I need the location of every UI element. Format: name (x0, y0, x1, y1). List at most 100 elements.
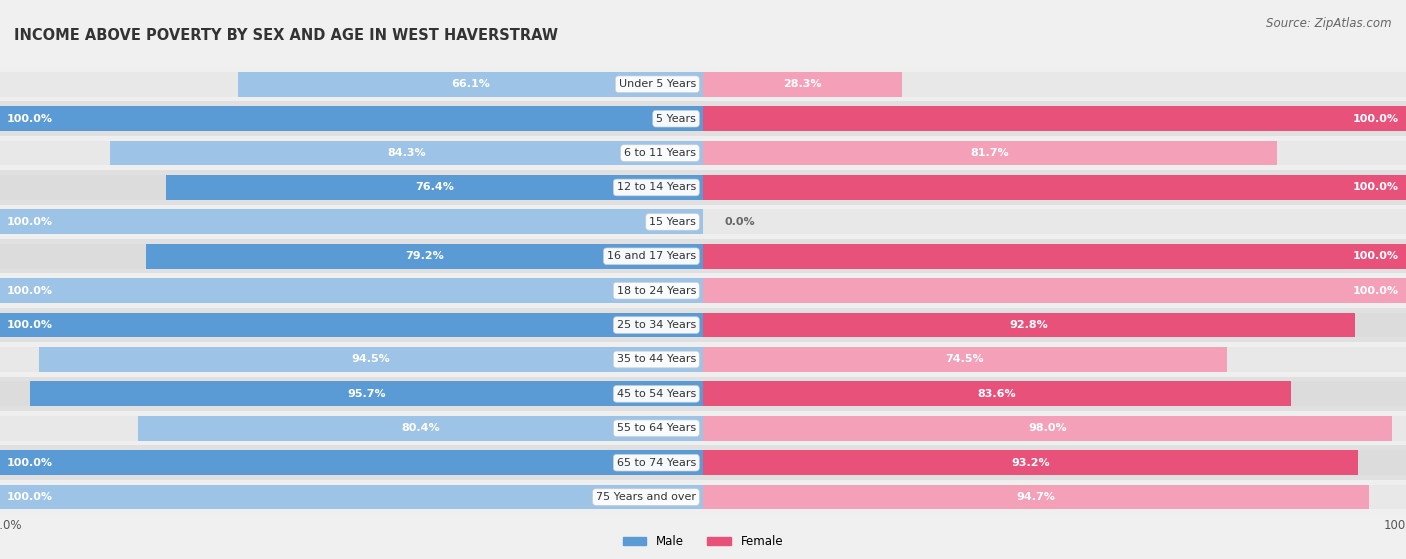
Text: 76.4%: 76.4% (415, 182, 454, 192)
Bar (703, 239, 1406, 273)
Bar (703, 342, 1406, 377)
Text: 45 to 54 Years: 45 to 54 Years (617, 389, 696, 399)
Bar (703, 106, 1406, 131)
Text: 100.0%: 100.0% (1353, 113, 1399, 124)
Bar (0, 342, 703, 377)
Bar (703, 416, 1392, 440)
Bar (0, 239, 703, 273)
Bar (0, 312, 703, 338)
Text: 66.1%: 66.1% (451, 79, 491, 89)
Bar (0, 451, 703, 475)
Bar (166, 175, 703, 200)
Bar (0, 175, 703, 200)
Text: 100.0%: 100.0% (1353, 252, 1399, 261)
Text: 100.0%: 100.0% (7, 286, 53, 296)
Bar (703, 480, 1406, 514)
Bar (703, 102, 1406, 136)
Bar (0, 308, 703, 342)
Bar (0, 485, 703, 509)
Bar (703, 244, 1406, 269)
Bar (0, 72, 703, 97)
Bar (703, 141, 1278, 165)
Text: 95.7%: 95.7% (347, 389, 385, 399)
Bar (0, 312, 703, 338)
Text: Under 5 Years: Under 5 Years (619, 79, 696, 89)
Bar (0, 210, 703, 234)
Text: 6 to 11 Years: 6 to 11 Years (624, 148, 696, 158)
Bar (0, 210, 703, 234)
Text: 100.0%: 100.0% (1353, 286, 1399, 296)
Bar (703, 377, 1406, 411)
Text: 100.0%: 100.0% (7, 492, 53, 502)
Text: 81.7%: 81.7% (972, 148, 1010, 158)
Bar (0, 411, 703, 446)
Text: 28.3%: 28.3% (783, 79, 821, 89)
Text: 100.0%: 100.0% (1353, 182, 1399, 192)
Bar (703, 205, 1406, 239)
Text: 74.5%: 74.5% (946, 354, 984, 364)
Bar (0, 244, 703, 269)
Bar (0, 141, 703, 165)
Text: 79.2%: 79.2% (405, 252, 444, 261)
Text: 92.8%: 92.8% (1010, 320, 1049, 330)
Bar (703, 67, 1406, 102)
Bar (0, 446, 703, 480)
Bar (138, 416, 703, 440)
Text: 93.2%: 93.2% (1011, 458, 1050, 468)
Bar (0, 377, 703, 411)
Bar (0, 347, 703, 372)
Text: INCOME ABOVE POVERTY BY SEX AND AGE IN WEST HAVERSTRAW: INCOME ABOVE POVERTY BY SEX AND AGE IN W… (14, 28, 558, 43)
Bar (0, 106, 703, 131)
Bar (0, 278, 703, 303)
Text: 83.6%: 83.6% (977, 389, 1017, 399)
Text: 94.7%: 94.7% (1017, 492, 1056, 502)
Bar (0, 170, 703, 205)
Bar (703, 136, 1406, 170)
Text: 12 to 14 Years: 12 to 14 Years (617, 182, 696, 192)
Bar (239, 72, 703, 97)
Bar (146, 244, 703, 269)
Text: Source: ZipAtlas.com: Source: ZipAtlas.com (1267, 17, 1392, 30)
Bar (30, 381, 703, 406)
Text: 55 to 64 Years: 55 to 64 Years (617, 423, 696, 433)
Bar (703, 308, 1406, 342)
Bar (703, 278, 1406, 303)
Bar (703, 141, 1406, 165)
Bar (0, 278, 703, 303)
Text: 25 to 34 Years: 25 to 34 Years (617, 320, 696, 330)
Bar (0, 451, 703, 475)
Bar (0, 136, 703, 170)
Bar (703, 210, 1406, 234)
Bar (110, 141, 703, 165)
Bar (703, 446, 1406, 480)
Text: 98.0%: 98.0% (1028, 423, 1067, 433)
Bar (0, 485, 703, 509)
Bar (703, 347, 1227, 372)
Bar (703, 451, 1358, 475)
Text: 84.3%: 84.3% (388, 148, 426, 158)
Bar (703, 451, 1406, 475)
Bar (0, 205, 703, 239)
Bar (703, 485, 1406, 509)
Bar (38, 347, 703, 372)
Bar (703, 72, 1406, 97)
Text: 100.0%: 100.0% (7, 113, 53, 124)
Text: 94.5%: 94.5% (352, 354, 391, 364)
Bar (703, 381, 1291, 406)
Bar (703, 170, 1406, 205)
Bar (0, 416, 703, 440)
Bar (703, 411, 1406, 446)
Bar (703, 381, 1406, 406)
Bar (703, 72, 903, 97)
Legend: Male, Female: Male, Female (619, 530, 787, 553)
Bar (703, 312, 1406, 338)
Text: 0.0%: 0.0% (724, 217, 755, 227)
Bar (703, 485, 1369, 509)
Bar (0, 480, 703, 514)
Bar (0, 102, 703, 136)
Text: 75 Years and over: 75 Years and over (596, 492, 696, 502)
Bar (703, 278, 1406, 303)
Bar (0, 106, 703, 131)
Bar (0, 273, 703, 308)
Bar (0, 381, 703, 406)
